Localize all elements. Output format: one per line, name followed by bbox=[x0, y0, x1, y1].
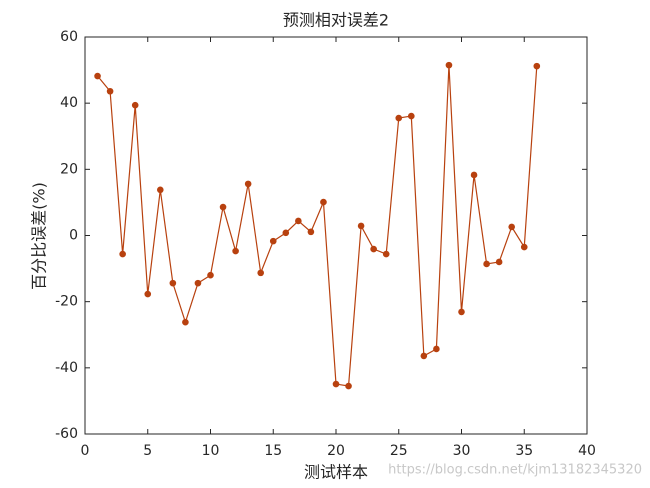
y-tick-label: -20 bbox=[55, 294, 78, 310]
x-tick-label: 10 bbox=[202, 443, 220, 459]
data-point bbox=[194, 279, 202, 287]
data-point bbox=[144, 290, 152, 298]
x-tick-label: 0 bbox=[81, 443, 90, 459]
data-point bbox=[207, 271, 214, 279]
data-point bbox=[408, 112, 415, 120]
y-tick-label: -60 bbox=[55, 426, 78, 442]
data-point bbox=[94, 72, 101, 80]
y-axis-label: 百分比误差(%) bbox=[30, 182, 49, 290]
data-point bbox=[157, 186, 164, 194]
data-point bbox=[182, 318, 189, 326]
data-point bbox=[131, 101, 139, 109]
data-point bbox=[458, 308, 465, 316]
x-tick-label: 5 bbox=[143, 443, 152, 459]
data-point bbox=[269, 237, 277, 245]
data-point bbox=[420, 352, 428, 360]
x-tick-label: 30 bbox=[453, 443, 471, 459]
data-point bbox=[169, 279, 177, 287]
data-point bbox=[495, 258, 503, 266]
data-point bbox=[520, 243, 528, 251]
data-point bbox=[357, 222, 365, 230]
watermark: https://blog.csdn.net/kjm13182345320 bbox=[388, 463, 642, 478]
data-point bbox=[433, 345, 440, 353]
data-point bbox=[232, 247, 239, 255]
x-tick-label: 25 bbox=[390, 443, 408, 459]
x-tick-label: 20 bbox=[327, 443, 345, 459]
data-point bbox=[320, 198, 327, 206]
y-tick-label: 0 bbox=[69, 228, 78, 244]
data-point bbox=[470, 171, 478, 179]
x-tick-label: 15 bbox=[264, 443, 282, 459]
data-point bbox=[307, 228, 315, 236]
data-point bbox=[445, 61, 453, 69]
data-point bbox=[295, 217, 302, 225]
chart-title: 预测相对误差2 bbox=[283, 11, 389, 30]
x-axis-label: 测试样本 bbox=[304, 463, 368, 482]
data-point bbox=[257, 269, 265, 277]
data-point bbox=[332, 380, 340, 388]
data-point bbox=[533, 62, 541, 70]
x-tick-label: 35 bbox=[515, 443, 533, 459]
data-point bbox=[382, 250, 390, 258]
data-point bbox=[345, 382, 352, 390]
data-point bbox=[395, 114, 403, 122]
data-point bbox=[508, 223, 515, 231]
data-point bbox=[119, 250, 126, 258]
data-point bbox=[219, 203, 227, 211]
series-line bbox=[97, 65, 538, 387]
data-point bbox=[370, 245, 377, 253]
data-point bbox=[244, 180, 252, 188]
y-tick-label: 60 bbox=[60, 29, 78, 45]
data-point bbox=[483, 260, 490, 268]
x-tick-label: 40 bbox=[578, 443, 596, 459]
data-point bbox=[282, 229, 290, 237]
data-point bbox=[106, 87, 114, 95]
y-tick-label: 20 bbox=[60, 161, 78, 177]
y-tick-label: -40 bbox=[55, 360, 78, 376]
y-tick-label: 40 bbox=[60, 95, 78, 111]
